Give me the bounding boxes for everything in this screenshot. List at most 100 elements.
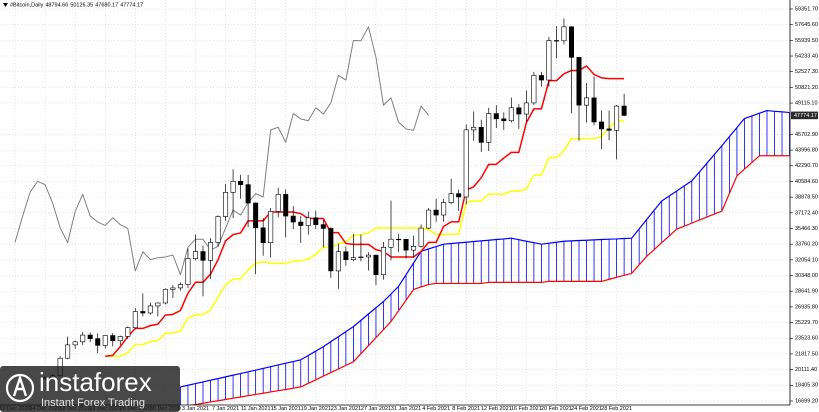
indicator-line xyxy=(188,155,790,405)
candle-body xyxy=(463,129,469,198)
y-tick-label: 38878.50 xyxy=(795,195,818,201)
y-tick-label: 45702.90 xyxy=(795,132,818,138)
candle-body xyxy=(65,344,71,359)
indicator-line xyxy=(105,65,625,358)
x-tick-label: 24 Feb 2021 xyxy=(571,406,602,412)
candle-body xyxy=(313,217,319,225)
candle-body xyxy=(584,97,590,106)
y-tick-label: 49115.10 xyxy=(795,101,818,107)
candle-body xyxy=(125,327,131,337)
close-value: 47774.17 xyxy=(120,3,143,9)
watermark-bg xyxy=(0,366,180,412)
candle-body xyxy=(365,254,371,258)
candle-body xyxy=(230,181,236,193)
candle-body xyxy=(102,335,108,346)
y-tick-label: 55939.50 xyxy=(795,38,818,44)
y-tick-label: 54233.40 xyxy=(795,53,818,59)
candle-body xyxy=(576,57,582,106)
candle-body xyxy=(290,215,296,223)
candle-body xyxy=(275,194,281,212)
candle-body xyxy=(493,113,499,120)
candle-body xyxy=(245,184,251,204)
brand: instaforex xyxy=(39,367,152,397)
candle-body xyxy=(117,336,123,342)
candle-body xyxy=(208,242,214,261)
high-value: 50126.35 xyxy=(70,3,93,9)
y-tick-label: 35466.30 xyxy=(795,226,818,232)
candle-body xyxy=(373,254,379,275)
x-tick-label: 27 Jan 2021 xyxy=(361,406,391,412)
y-tick-label: 59351.70 xyxy=(795,6,818,12)
candle-body xyxy=(501,118,507,122)
candle-body xyxy=(162,289,168,304)
y-tick-label: 20111.40 xyxy=(795,367,817,373)
x-tick-label: 4 Feb 2021 xyxy=(422,406,450,412)
y-tick-label: 57645.60 xyxy=(795,22,818,28)
candle-body xyxy=(350,257,356,260)
candle-body xyxy=(538,75,544,81)
candle-body xyxy=(215,216,221,243)
candle-body xyxy=(433,209,439,216)
candle-body xyxy=(343,251,349,260)
candle-body xyxy=(606,128,612,131)
candle-body xyxy=(553,40,559,42)
symbol: #Bitcoin,Daily xyxy=(10,3,44,9)
candle-body xyxy=(328,228,334,272)
candle-body xyxy=(599,121,605,130)
x-tick-label: 8 Feb 2021 xyxy=(452,406,480,412)
candle-body xyxy=(418,227,424,247)
candle-body xyxy=(516,107,522,115)
indicator-line xyxy=(14,26,429,276)
logo-mark xyxy=(12,374,28,397)
y-tick-label: 16699.20 xyxy=(795,398,818,404)
y-tick-label: 23523.60 xyxy=(795,336,818,342)
y-tick-label: 18405.30 xyxy=(795,383,818,389)
candle-body xyxy=(403,239,409,251)
x-tick-label: 20 Feb 2021 xyxy=(541,406,572,412)
y-tick-label: 30348.00 xyxy=(795,273,818,279)
candle-body xyxy=(200,251,206,261)
low-value: 47680.17 xyxy=(95,3,118,9)
candle-body xyxy=(380,247,386,275)
watermark: instaforex Instant Forex Trading xyxy=(0,366,180,412)
y-tick-label: 33760.20 xyxy=(795,242,818,248)
y-tick-label: 28641.90 xyxy=(795,289,818,295)
candle-body xyxy=(147,305,153,314)
candle-body xyxy=(471,126,477,131)
candle-body xyxy=(591,97,597,123)
candle-body xyxy=(441,202,447,216)
x-tick-label: 28 Feb 2021 xyxy=(601,406,632,412)
candle-body xyxy=(448,193,454,203)
x-tick-label: 15 Jan 2021 xyxy=(271,406,301,412)
candle-body xyxy=(110,335,116,342)
candle-body xyxy=(170,287,176,290)
candle-body xyxy=(531,75,537,104)
symbol-icon xyxy=(3,3,8,7)
x-tick-label: 3 Jan 2021 xyxy=(182,406,209,412)
indicator-line xyxy=(105,120,625,358)
current-price-label: 47774.17 xyxy=(794,113,817,119)
candle-body xyxy=(523,102,529,115)
candle-body xyxy=(238,181,244,185)
open-value: 48794.66 xyxy=(45,3,68,9)
y-tick-label: 32054.10 xyxy=(795,257,818,263)
candle-body xyxy=(177,284,183,289)
candle-body xyxy=(320,224,326,229)
candle-body xyxy=(253,202,259,229)
y-tick-label: 26935.80 xyxy=(795,304,818,310)
y-tick-label: 42290.70 xyxy=(795,163,818,169)
candle-body xyxy=(396,238,402,241)
candle-body xyxy=(132,311,138,329)
candle-body xyxy=(268,211,274,244)
candle-body xyxy=(456,193,462,198)
x-tick-label: 11 Jan 2021 xyxy=(241,406,271,412)
x-tick-label: 19 Jan 2021 xyxy=(301,406,331,412)
candle-body xyxy=(561,26,567,42)
candle-body xyxy=(260,227,266,244)
y-tick-label: 40584.60 xyxy=(795,179,818,185)
x-tick-label: 7 Jan 2021 xyxy=(212,406,239,412)
candle-body xyxy=(358,256,364,258)
candle-body xyxy=(508,107,514,122)
y-tick-label: 25229.70 xyxy=(795,320,818,326)
candle-body xyxy=(95,338,101,346)
